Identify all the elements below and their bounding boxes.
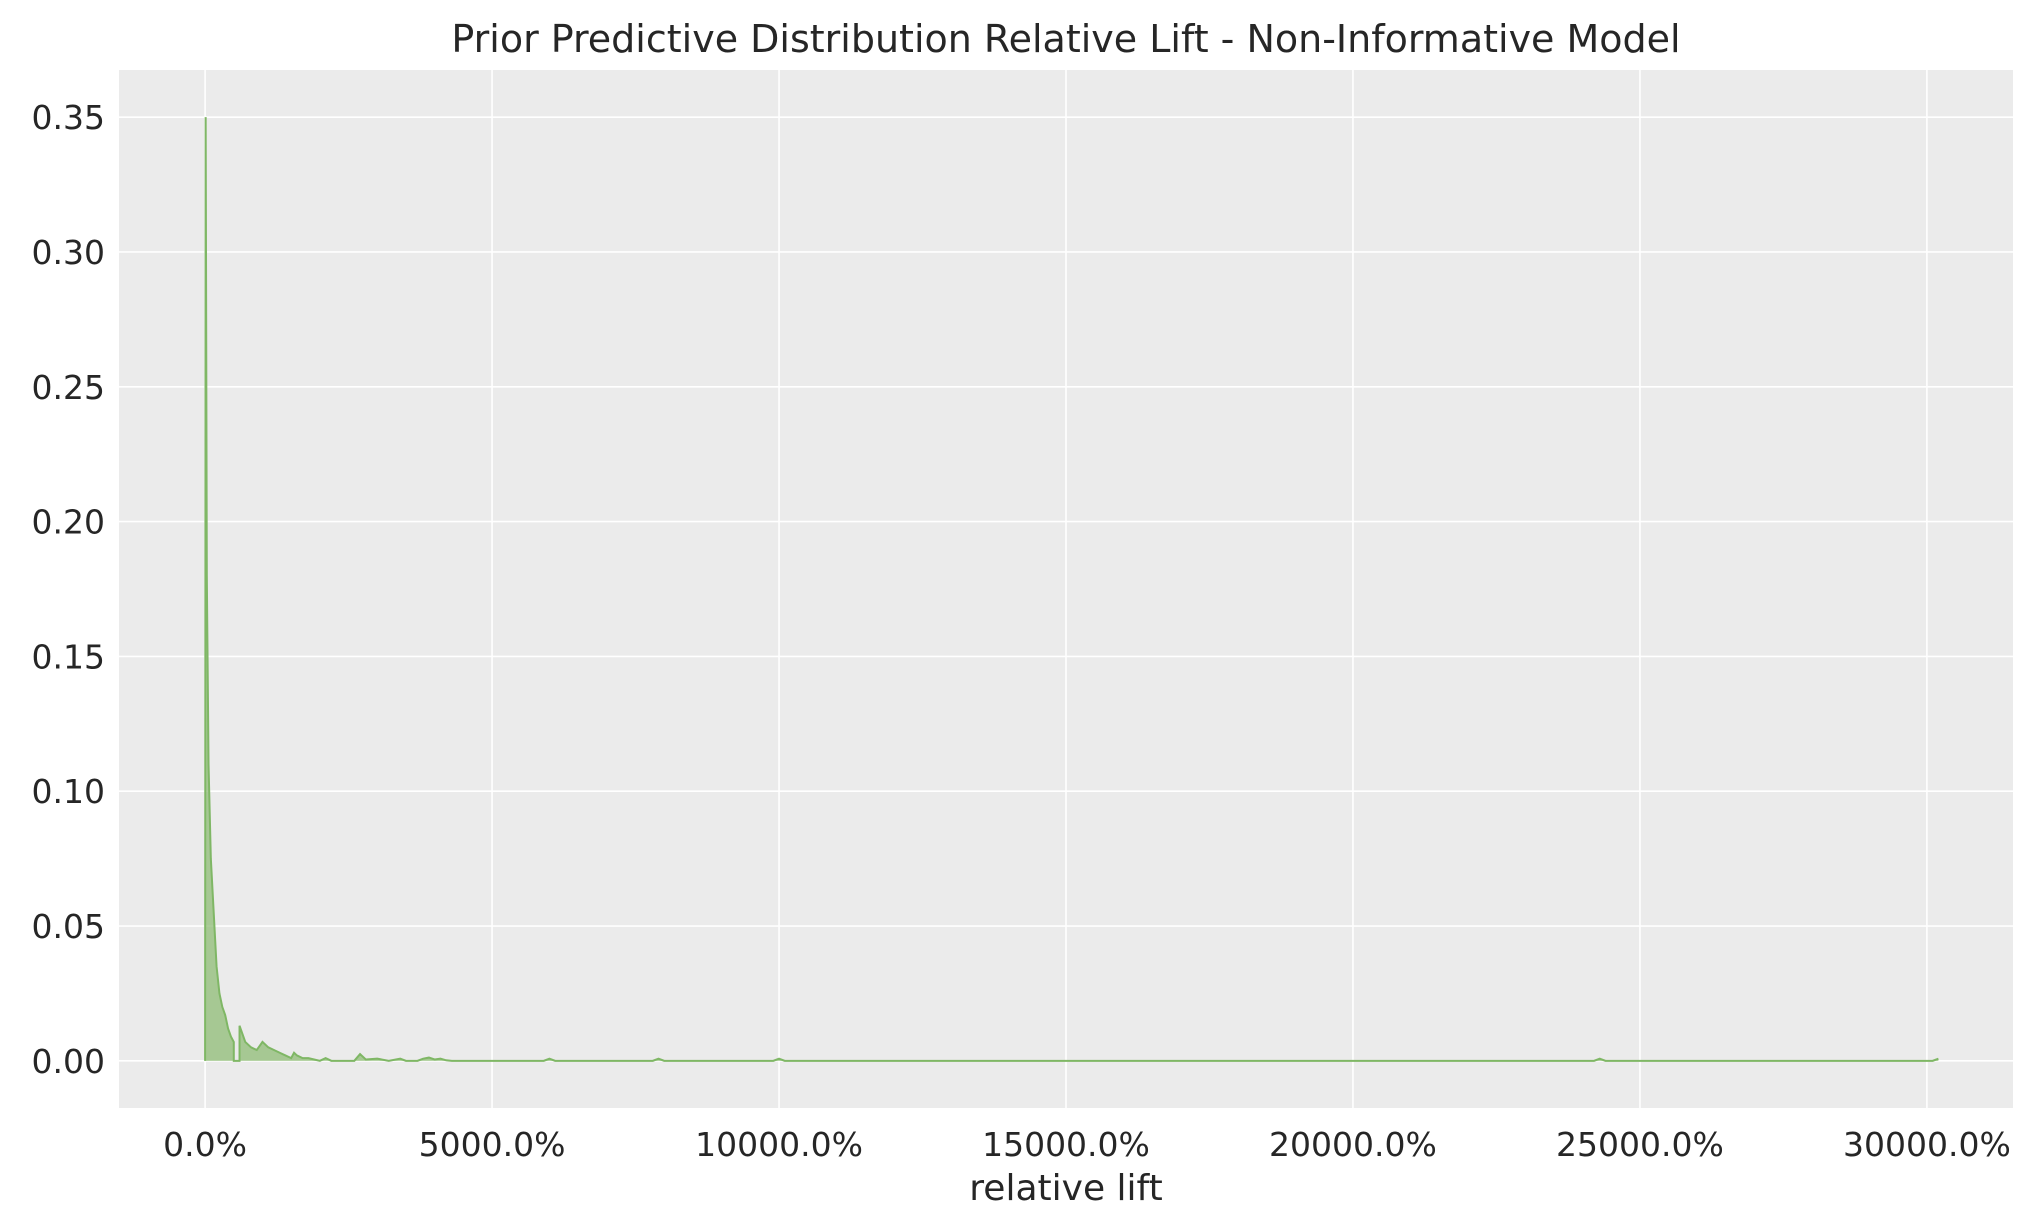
x-axis-ticks: 0.0% 5000.0% 10000.0% 15000.0% 20000.0% 25000… bbox=[163, 1125, 2011, 1164]
x-tick-label: 20000.0% bbox=[1269, 1125, 1437, 1164]
x-tick-label: 0.0% bbox=[163, 1125, 247, 1164]
y-tick-label: 0.20 bbox=[32, 503, 105, 542]
x-tick-label: 30000.0% bbox=[1843, 1125, 2011, 1164]
y-axis-ticks: 0.00 0.05 0.10 0.15 0.20 0.25 0.30 0.35 bbox=[32, 98, 105, 1081]
y-tick-label: 0.35 bbox=[32, 98, 105, 137]
y-tick-label: 0.25 bbox=[32, 368, 105, 407]
y-tick-label: 0.10 bbox=[32, 772, 105, 811]
y-tick-label: 0.05 bbox=[32, 907, 105, 946]
x-tick-label: 25000.0% bbox=[1556, 1125, 1724, 1164]
chart-title: Prior Predictive Distribution Relative L… bbox=[451, 17, 1680, 61]
x-axis-label: relative lift bbox=[969, 1168, 1162, 1209]
y-tick-label: 0.30 bbox=[32, 233, 105, 272]
y-tick-label: 0.15 bbox=[32, 637, 105, 676]
x-tick-label: 15000.0% bbox=[982, 1125, 1150, 1164]
y-tick-label: 0.00 bbox=[32, 1042, 105, 1081]
x-tick-label: 5000.0% bbox=[419, 1125, 566, 1164]
series-area bbox=[204, 117, 1939, 1062]
x-tick-label: 10000.0% bbox=[695, 1125, 863, 1164]
area-line bbox=[204, 117, 1939, 1062]
